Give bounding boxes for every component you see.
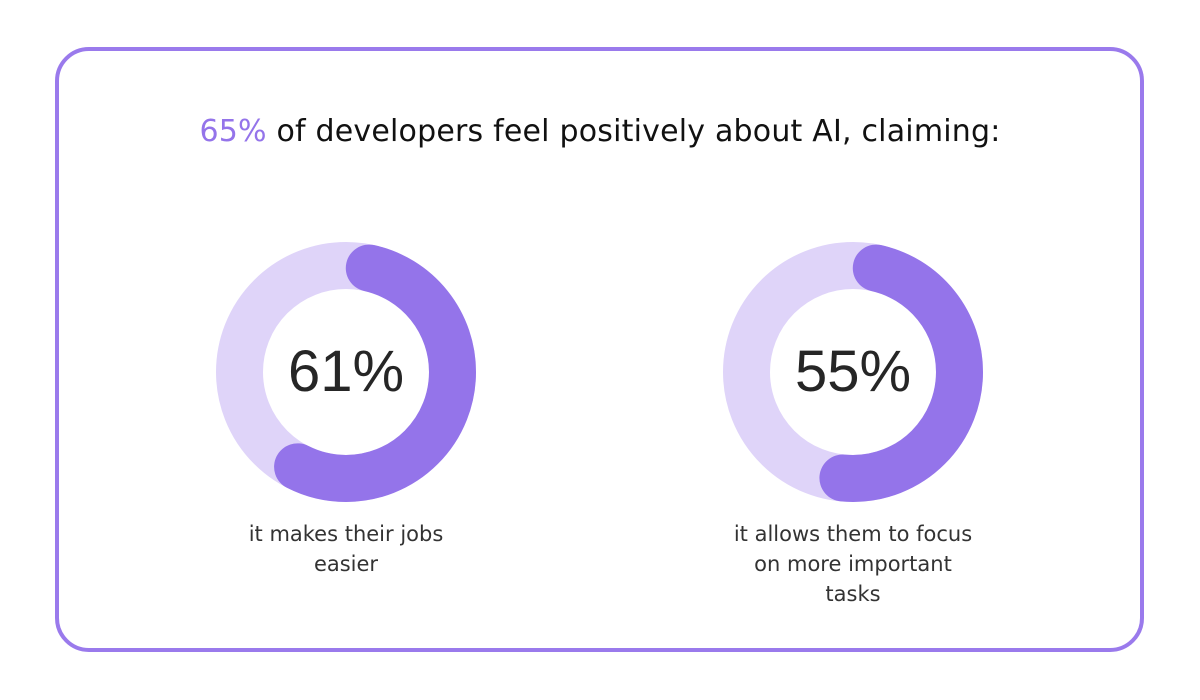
donut-arc bbox=[723, 242, 983, 502]
donut-value: 61% bbox=[287, 339, 405, 404]
caption-line: it allows them to focus bbox=[733, 522, 973, 546]
donut-arc bbox=[216, 242, 476, 502]
donut-chart-focus-important: 55% bbox=[723, 242, 983, 502]
donut-ring bbox=[216, 242, 476, 502]
headline: 65% of developers feel positively about … bbox=[0, 110, 1200, 154]
donut-ring bbox=[723, 242, 983, 502]
caption-jobs-easier: it makes their jobs easier bbox=[186, 519, 506, 579]
caption-focus-important: it allows them to focus on more importan… bbox=[693, 519, 1013, 609]
caption-line: it makes their jobs bbox=[248, 522, 444, 546]
donut-value: 55% bbox=[794, 339, 912, 404]
donut-chart-jobs-easier: 61% bbox=[216, 242, 476, 502]
caption-line: tasks bbox=[825, 582, 881, 606]
caption-line: easier bbox=[313, 552, 379, 576]
headline-accent-percent: 65% bbox=[199, 114, 267, 149]
headline-text: of developers feel positively about AI, … bbox=[266, 114, 1001, 149]
caption-line: on more important bbox=[754, 552, 952, 576]
